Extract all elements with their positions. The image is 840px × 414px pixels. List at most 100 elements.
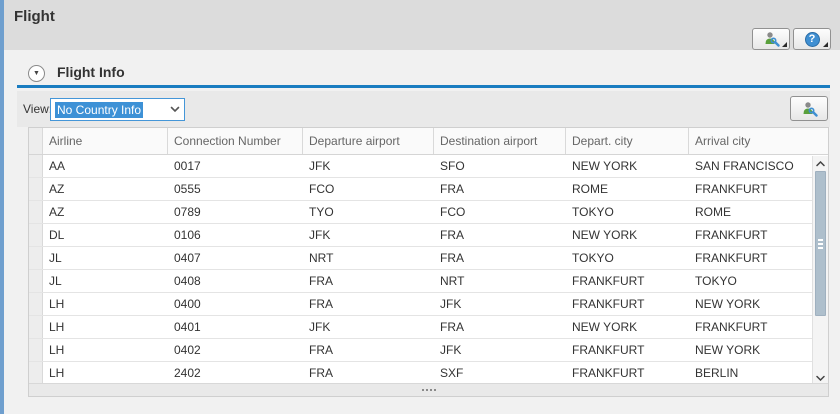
table-cell: NEW YORK [572, 159, 638, 173]
table-cell: FRA [440, 251, 464, 265]
table-cell: LH [49, 297, 65, 311]
view-dropdown[interactable]: No Country Info [50, 98, 185, 121]
table-cell: NEW YORK [695, 297, 761, 311]
table-cell: FCO [309, 182, 335, 196]
table-cell: JL [49, 251, 62, 265]
table-row[interactable]: LH 0402 FRA JFK FRANKFURT NEW YORK [29, 339, 828, 362]
table-settings-button[interactable] [790, 96, 828, 121]
row-selector-cell[interactable] [29, 316, 43, 338]
table-cell: LH [49, 366, 65, 380]
table-cell: TOKYO [695, 274, 737, 288]
table-cell: FRANKFURT [695, 320, 768, 334]
table-cell: 0408 [174, 274, 201, 288]
table-cell: 0017 [174, 159, 201, 173]
table-cell: JFK [309, 228, 331, 242]
table-cell: SXF [440, 366, 464, 380]
table-cell: NRT [309, 251, 334, 265]
table-cell: 0555 [174, 182, 201, 196]
question-mark-icon: ? [804, 31, 820, 47]
scroll-up-button[interactable] [813, 157, 828, 170]
thumb-grip-icon [818, 246, 823, 249]
table-cell: AZ [49, 182, 65, 196]
table-cell: NRT [440, 274, 465, 288]
table-cell: NEW YORK [572, 320, 638, 334]
table-cell: FRA [440, 182, 464, 196]
scroll-down-button[interactable] [813, 371, 828, 384]
row-selector-cell[interactable] [29, 339, 43, 361]
person-wrench-icon [803, 101, 818, 117]
table-row[interactable]: DL 0106 JFK FRA NEW YORK FRANKFURT [29, 224, 828, 247]
personalize-button[interactable] [752, 28, 790, 50]
dots-grip-icon [421, 389, 424, 391]
table-cell: FRANKFURT [695, 182, 768, 196]
row-selector-cell[interactable] [29, 293, 43, 315]
column-header-departure-airport[interactable]: Departure airport [303, 128, 434, 154]
page-title: Flight [14, 8, 55, 25]
table-cell: FRA [309, 343, 333, 357]
table-cell: FCO [440, 205, 466, 219]
help-button[interactable]: ? [793, 28, 831, 50]
table-row[interactable]: AZ 0555 FCO FRA ROME FRANKFURT [29, 178, 828, 201]
column-header-airline[interactable]: Airline [43, 128, 168, 154]
table-header-row: Airline Connection Number Departure airpor… [29, 128, 828, 155]
table-cell: JL [49, 274, 62, 288]
row-selector-cell[interactable] [29, 178, 43, 200]
table-resize-handle[interactable] [29, 383, 828, 396]
table-row[interactable]: LH 0400 FRA JFK FRANKFURT NEW YORK [29, 293, 828, 316]
row-selector-cell[interactable] [29, 247, 43, 269]
table-cell: NEW YORK [572, 228, 638, 242]
table-cell: 0402 [174, 343, 201, 357]
thumb-grip-icon [818, 242, 823, 245]
table-cell: FRANKFURT [695, 251, 768, 265]
table-row[interactable]: AZ 0789 TYO FCO TOKYO ROME [29, 201, 828, 224]
table-cell: JFK [440, 343, 462, 357]
person-wrench-icon [765, 32, 780, 47]
table-cell: 0106 [174, 228, 201, 242]
table-cell: 0401 [174, 320, 201, 334]
row-selector-cell[interactable] [29, 224, 43, 246]
table-cell: FRA [309, 297, 333, 311]
table-cell: FRA [440, 228, 464, 242]
column-header-arrival-city[interactable]: Arrival city [695, 134, 751, 148]
column-header-destination-airport[interactable]: Destination airport [434, 128, 566, 154]
menu-corner-icon [782, 42, 787, 47]
select-all-header-cell[interactable] [29, 128, 43, 154]
table-cell: 0407 [174, 251, 201, 265]
dots-grip-icon [429, 389, 432, 391]
row-selector-cell[interactable] [29, 155, 43, 177]
chevron-up-icon [816, 160, 825, 166]
table-cell: JFK [440, 297, 462, 311]
table-row[interactable]: JL 0407 NRT FRA TOKYO FRANKFURT [29, 247, 828, 270]
tray-collapse-button[interactable]: ▼ [28, 65, 45, 82]
table-row[interactable]: LH 2402 FRA SXF FRANKFURT BERLIN [29, 362, 828, 385]
view-label: View: [23, 102, 53, 116]
table-row[interactable]: LH 0401 JFK FRA NEW YORK FRANKFURT [29, 316, 828, 339]
table-cell: ROME [572, 182, 608, 196]
table-cell: AZ [49, 205, 65, 219]
table-cell: FRANKFURT [572, 297, 645, 311]
table-cell: FRA [309, 366, 333, 380]
scrollbar-thumb[interactable] [815, 171, 826, 316]
thumb-grip-icon [818, 238, 823, 241]
table-cell: FRANKFURT [572, 343, 645, 357]
table-cell: DL [49, 228, 65, 242]
row-selector-cell[interactable] [29, 201, 43, 223]
column-header-depart-city[interactable]: Depart. city [566, 128, 689, 154]
table-row[interactable]: JL 0408 FRA NRT FRANKFURT TOKYO [29, 270, 828, 293]
view-dropdown-value: No Country Info [55, 101, 144, 118]
vertical-scrollbar[interactable] [812, 156, 828, 385]
chevron-down-icon [170, 106, 180, 113]
row-selector-cell[interactable] [29, 362, 43, 384]
table-cell: NEW YORK [695, 343, 761, 357]
table-cell: TOKYO [572, 205, 614, 219]
table-cell: AA [49, 159, 66, 173]
tray-title: Flight Info [57, 64, 125, 80]
menu-corner-icon [823, 42, 828, 47]
dots-grip-icon [425, 389, 428, 391]
column-header-connection-number[interactable]: Connection Number [168, 128, 303, 154]
table-cell: TOKYO [572, 251, 614, 265]
table-row[interactable]: AA 0017 JFK SFO NEW YORK SAN FRANCISCO [29, 155, 828, 178]
table-cell: 0789 [174, 205, 201, 219]
row-selector-cell[interactable] [29, 270, 43, 292]
table-cell: FRANKFURT [572, 274, 645, 288]
